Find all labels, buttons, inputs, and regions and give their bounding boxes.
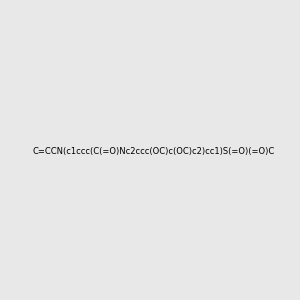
Text: C=CCN(c1ccc(C(=O)Nc2ccc(OC)c(OC)c2)cc1)S(=O)(=O)C: C=CCN(c1ccc(C(=O)Nc2ccc(OC)c(OC)c2)cc1)S… [33, 147, 275, 156]
